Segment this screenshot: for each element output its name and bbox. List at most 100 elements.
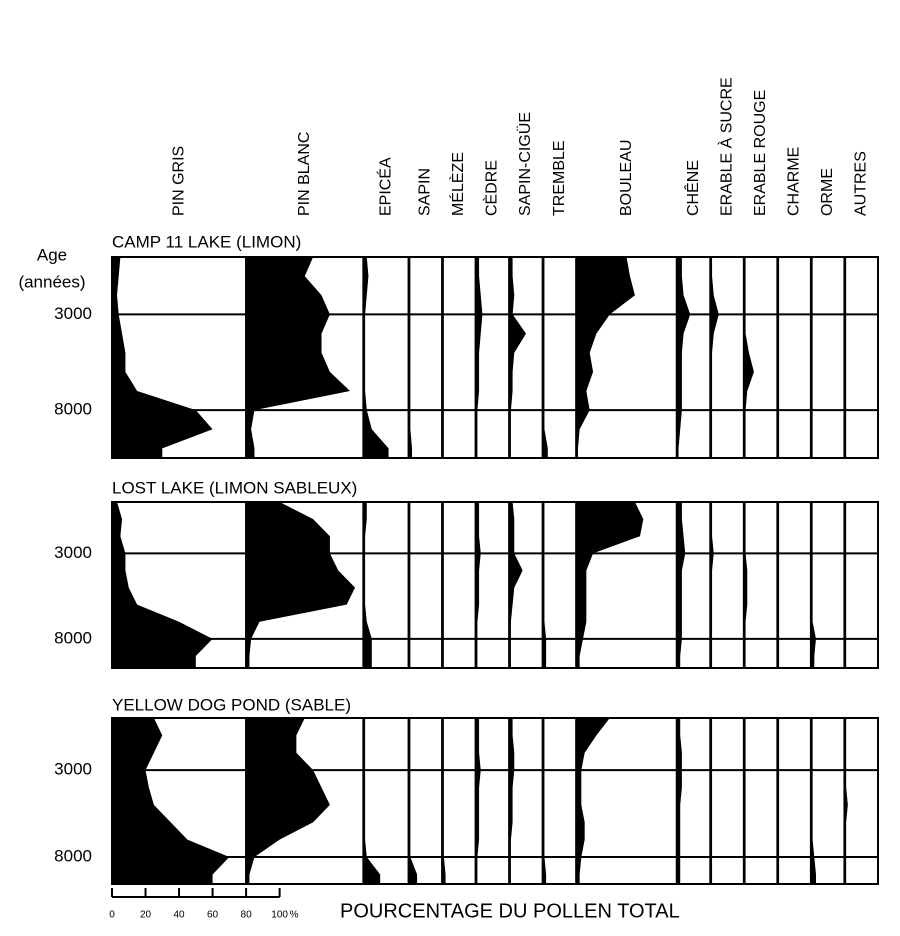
taxon-label: PIN BLANC (296, 132, 313, 216)
panel-frame (362, 717, 410, 885)
pollen-curve (576, 257, 635, 458)
pollen-curve (442, 502, 444, 668)
panel-frame (809, 717, 846, 885)
pollen-curve (363, 502, 372, 668)
pollen-curve (777, 257, 780, 458)
taxon-label: CÈDRE (482, 160, 501, 216)
pollen-curve (710, 502, 714, 668)
panel-frame (843, 501, 880, 669)
panel-frame (742, 501, 779, 669)
pollen-curve (408, 718, 418, 884)
y-tick-label: 8000 (54, 400, 92, 419)
panel-frame (474, 256, 511, 459)
taxon-label: AUTRES (852, 151, 869, 216)
pollen-curve (576, 718, 610, 884)
scale-unit: % (290, 910, 299, 921)
panel-frame (776, 256, 812, 459)
y-tick-label: 3000 (54, 304, 92, 323)
pollen-curve (246, 502, 356, 668)
pollen-curve (743, 502, 748, 668)
pollen-curve (408, 257, 413, 458)
scale-tick-label: 40 (173, 910, 185, 921)
panel-frame (508, 717, 544, 885)
panel-frame (575, 717, 678, 885)
pollen-curve (710, 718, 713, 884)
scale-tick-label: 80 (241, 910, 253, 921)
panel-frame (776, 501, 812, 669)
pollen-curve (246, 257, 351, 458)
pollen-curve (112, 718, 230, 884)
pollen-curve (475, 718, 481, 884)
panel-frame (541, 717, 578, 885)
taxon-label: PIN GRIS (170, 146, 187, 216)
y-tick-label: 8000 (54, 628, 92, 647)
pollen-curve (363, 257, 389, 458)
pollen-curve (576, 502, 644, 668)
panel-frame (407, 717, 444, 885)
pollen-curve (542, 257, 548, 458)
scale-tick-label: 100 (271, 910, 288, 921)
pollen-curve (743, 718, 746, 884)
pollen-curve (246, 718, 330, 884)
y-tick-label: 3000 (54, 760, 92, 779)
y-tick-label: 3000 (54, 543, 92, 562)
scale-tick-label: 0 (109, 910, 115, 921)
pollen-curve (509, 257, 527, 458)
site-title: YELLOW DOG POND (SABLE) (112, 695, 351, 714)
pollen-curve (509, 718, 515, 884)
y-axis-label: Age (37, 245, 67, 264)
panel-frame (809, 256, 846, 459)
pollen-curve (408, 502, 411, 668)
panel-frame (441, 501, 477, 669)
taxon-label: CHARME (785, 147, 802, 216)
panel-frame (675, 717, 712, 885)
pollen-curve (710, 257, 719, 458)
panel-frame (843, 717, 880, 885)
pollen-curve (475, 257, 483, 458)
pollen-curve (112, 257, 213, 458)
y-axis-label: (années) (18, 272, 85, 291)
panel-frame (776, 717, 812, 885)
panel-frame (508, 256, 544, 459)
taxon-label: ERABLE ROUGE (752, 90, 769, 216)
scale-tick-label: 60 (207, 910, 219, 921)
taxon-label: TREMBLE (551, 140, 568, 216)
pollen-curve (844, 502, 847, 668)
pollen-curve (777, 718, 780, 884)
pollen-curve (112, 502, 213, 668)
x-axis-label: POURCENTAGE DU POLLEN TOTAL (340, 900, 680, 922)
scale-tick-label: 20 (140, 910, 152, 921)
pollen-curve (676, 257, 691, 458)
taxon-label: ORME (819, 168, 836, 216)
taxon-label: CHÊNE (683, 160, 702, 216)
panel-frame (843, 256, 880, 459)
pollen-curve (475, 502, 481, 668)
panel-frame (709, 717, 745, 885)
panel-frame (742, 717, 779, 885)
panel-frame (474, 501, 511, 669)
pollen-curve (844, 718, 848, 884)
taxon-label: SAPIN (417, 168, 434, 216)
panel-frame (474, 717, 511, 885)
pollen-curve (844, 257, 847, 458)
panel-frame (407, 501, 444, 669)
pollen-curve (542, 718, 547, 884)
pollen-curve (442, 257, 444, 458)
panel-frame (709, 501, 745, 669)
panel-frame (407, 256, 444, 459)
site-title: LOST LAKE (LIMON SABLEUX) (112, 478, 357, 497)
taxon-label: BOULEAU (618, 140, 635, 216)
pollen-curve (777, 502, 780, 668)
panel-frame (541, 501, 578, 669)
taxon-label: EPICÉA (375, 157, 394, 216)
pollen-curve (676, 718, 682, 884)
pollen-curve (542, 502, 547, 668)
pollen-curve (676, 502, 686, 668)
panel-frame (441, 256, 477, 459)
taxon-label: MÉLÈZE (448, 152, 467, 216)
taxon-label: ERABLE À SUCRE (716, 77, 735, 216)
site-title: CAMP 11 LAKE (LIMON) (112, 232, 301, 251)
y-tick-label: 8000 (54, 847, 92, 866)
panel-frame (809, 501, 846, 669)
